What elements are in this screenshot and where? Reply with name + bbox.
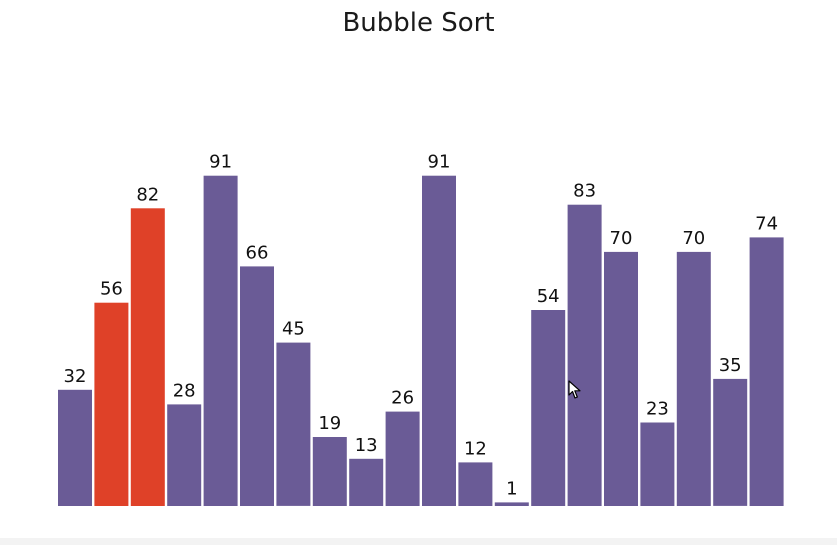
bar-value-label-1: 56 xyxy=(100,279,123,300)
bar-6 xyxy=(276,342,311,506)
bar-3 xyxy=(167,404,202,506)
bar-19 xyxy=(749,237,784,506)
bar-18 xyxy=(713,378,748,506)
bar-value-label-8: 13 xyxy=(355,435,378,456)
bar-value-label-15: 70 xyxy=(610,228,633,249)
bar-compared-1 xyxy=(94,302,129,506)
bar-17 xyxy=(676,251,711,506)
bar-0 xyxy=(58,389,92,506)
bar-value-label-16: 23 xyxy=(646,399,669,420)
bar-15 xyxy=(604,251,638,506)
bar-value-label-0: 32 xyxy=(64,366,87,387)
bar-14 xyxy=(567,204,602,506)
bar-value-label-17: 70 xyxy=(682,228,705,249)
bar-5 xyxy=(240,266,274,506)
bar-7 xyxy=(312,437,347,506)
bar-compared-2 xyxy=(130,208,165,507)
bottom-strip xyxy=(0,538,837,545)
bar-11 xyxy=(458,462,493,506)
bar-12 xyxy=(494,502,529,506)
bar-value-label-12: 1 xyxy=(506,478,517,499)
bar-value-label-6: 45 xyxy=(282,319,305,340)
bar-value-label-2: 82 xyxy=(136,184,159,205)
bar-4 xyxy=(203,175,238,506)
bar-value-label-14: 83 xyxy=(573,181,596,202)
bar-value-label-11: 12 xyxy=(464,438,487,459)
mouse-pointer-icon xyxy=(568,380,581,399)
bar-value-label-19: 74 xyxy=(755,213,778,234)
chart-title: Bubble Sort xyxy=(342,8,495,38)
bar-value-label-3: 28 xyxy=(173,380,196,401)
bar-value-label-18: 35 xyxy=(719,355,742,376)
bar-value-label-4: 91 xyxy=(209,152,232,173)
bar-value-label-13: 54 xyxy=(537,286,560,307)
bar-8 xyxy=(349,458,384,506)
bar-value-label-9: 26 xyxy=(391,388,414,409)
bar-value-label-5: 66 xyxy=(246,242,269,263)
bar-value-label-10: 91 xyxy=(428,152,451,173)
bar-10 xyxy=(422,175,456,506)
bar-value-label-7: 19 xyxy=(318,413,341,434)
bar-13 xyxy=(531,310,566,506)
bar-9 xyxy=(385,411,420,506)
bar-16 xyxy=(640,422,675,506)
